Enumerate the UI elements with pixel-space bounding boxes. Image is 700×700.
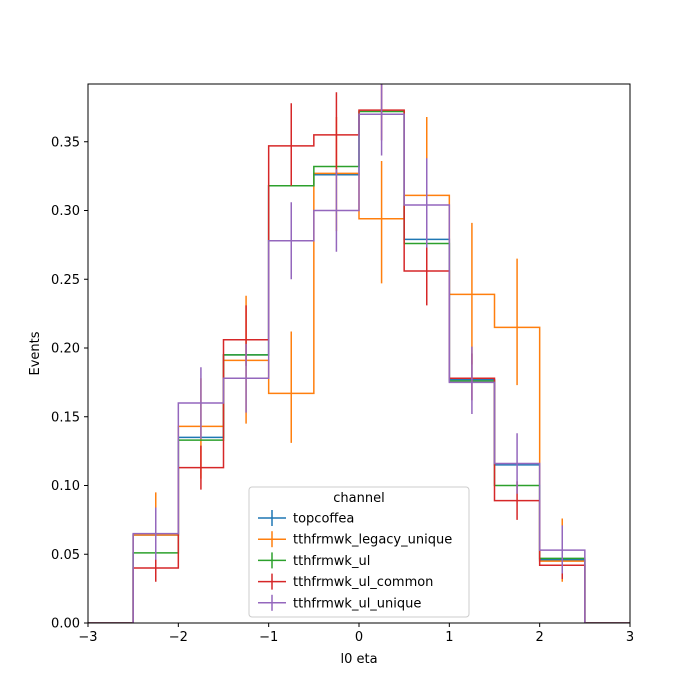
x-tick-label: 0 bbox=[355, 630, 363, 645]
legend-label: tthfrmwk_ul_unique bbox=[293, 596, 421, 611]
legend-item: topcoffea bbox=[258, 510, 354, 527]
x-tick-label: −2 bbox=[169, 630, 188, 645]
x-axis-label: l0 eta bbox=[340, 652, 377, 667]
y-tick-label: 0.25 bbox=[51, 273, 80, 288]
legend-title: channel bbox=[333, 491, 384, 506]
legend-item: tthfrmwk_legacy_unique bbox=[258, 531, 452, 548]
x-tick-label: −3 bbox=[78, 630, 97, 645]
y-tick-label: 0.00 bbox=[51, 617, 80, 632]
legend-label: topcoffea bbox=[293, 512, 354, 527]
legend-label: tthfrmwk_legacy_unique bbox=[293, 533, 452, 548]
y-axis-label: Events bbox=[28, 331, 43, 375]
legend-label: tthfrmwk_ul bbox=[293, 554, 370, 569]
series-tthfrmwk_ul_unique bbox=[88, 84, 630, 623]
legend: channel topcoffeatthfrmwk_legacy_uniquet… bbox=[248, 486, 470, 618]
legend-item: tthfrmwk_ul_common bbox=[258, 573, 433, 590]
x-tick-label: −1 bbox=[259, 630, 278, 645]
y-tick-label: 0.30 bbox=[51, 204, 80, 219]
y-tick-label: 0.35 bbox=[51, 135, 80, 150]
legend-items: topcoffea tthfrmwk_legacy_unique tthfrmwk_… bbox=[258, 510, 452, 611]
y-tick-label: 0.05 bbox=[51, 548, 80, 563]
legend-box bbox=[248, 486, 470, 618]
series-layer bbox=[88, 84, 630, 623]
y-tick-label: 0.10 bbox=[51, 479, 80, 494]
y-tick-label: 0.20 bbox=[51, 342, 80, 357]
x-tick-label: 1 bbox=[445, 630, 453, 645]
y-tick-label: 0.15 bbox=[51, 410, 80, 425]
series-line-tthfrmwk_ul_unique bbox=[88, 113, 630, 623]
legend-item: tthfrmwk_ul bbox=[258, 552, 370, 569]
legend-item: tthfrmwk_ul_unique bbox=[258, 594, 421, 611]
x-tick-label: 3 bbox=[626, 630, 634, 645]
axes-layer: −3 −2 −1 0 1 2 3 0.00 0.05 0.10 0.15 0.20 0.25 0.30 0.… bbox=[51, 135, 634, 645]
x-tick-label: 2 bbox=[536, 630, 544, 645]
legend-label: tthfrmwk_ul_common bbox=[293, 575, 433, 590]
